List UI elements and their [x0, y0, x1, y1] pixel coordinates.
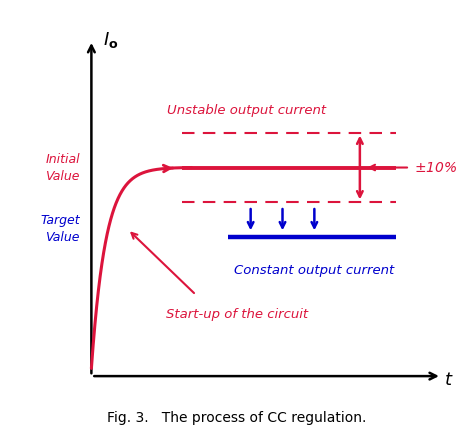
Text: Constant output current: Constant output current: [234, 264, 394, 277]
Text: Target
Value: Target Value: [40, 214, 80, 244]
Text: Fig. 3.   The process of CC regulation.: Fig. 3. The process of CC regulation.: [107, 411, 367, 425]
Text: Start-up of the circuit: Start-up of the circuit: [166, 308, 308, 321]
Text: Initial
Value: Initial Value: [46, 152, 80, 183]
Text: $t$: $t$: [444, 371, 454, 389]
Text: $\pm$10%: $\pm$10%: [414, 161, 458, 174]
Text: Unstable output current: Unstable output current: [166, 104, 326, 117]
Text: $\mathit{I}_\mathbf{o}$: $\mathit{I}_\mathbf{o}$: [103, 30, 118, 50]
